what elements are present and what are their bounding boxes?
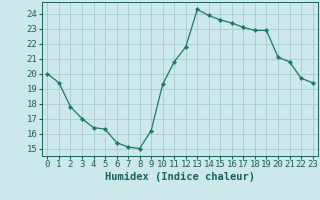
X-axis label: Humidex (Indice chaleur): Humidex (Indice chaleur) bbox=[105, 172, 255, 182]
